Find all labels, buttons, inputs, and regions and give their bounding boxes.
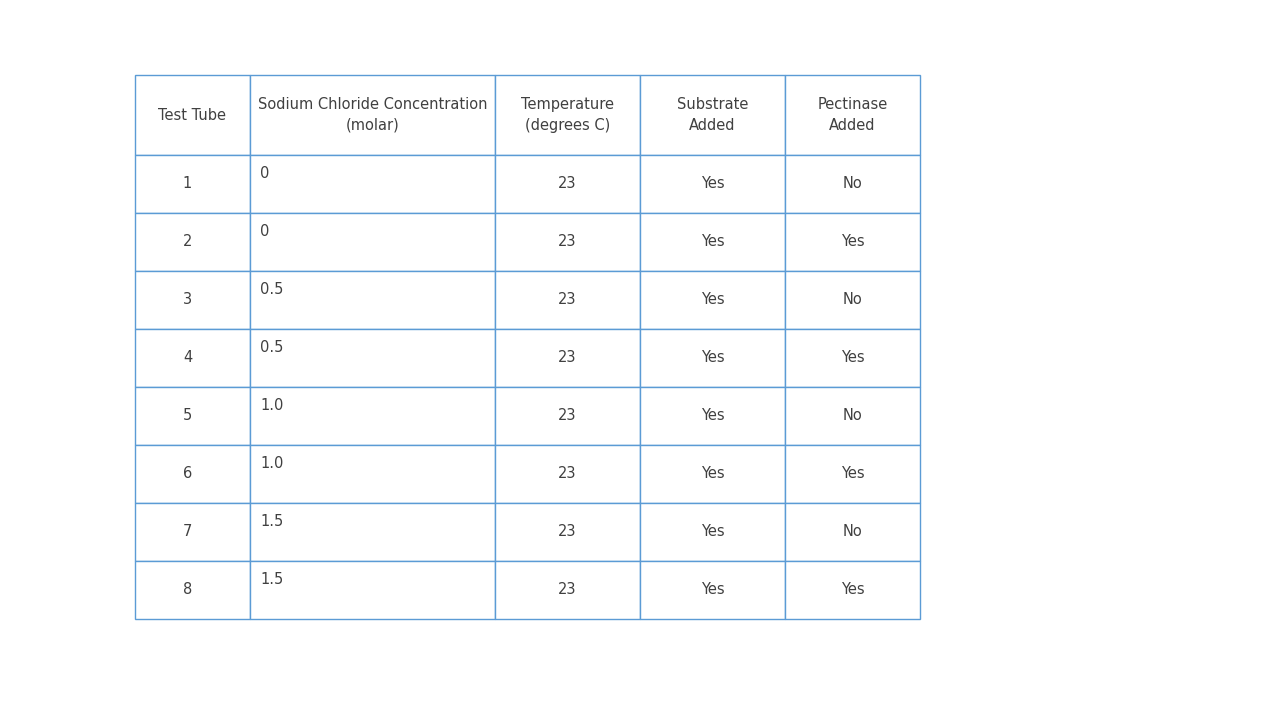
Bar <box>640 75 785 155</box>
Text: Yes: Yes <box>700 351 724 366</box>
Text: Yes: Yes <box>700 292 724 307</box>
Bar <box>495 387 640 445</box>
Text: No: No <box>842 524 863 539</box>
Text: 23: 23 <box>558 467 577 482</box>
Text: Yes: Yes <box>841 235 864 250</box>
Bar <box>640 561 785 619</box>
Bar <box>134 329 250 387</box>
Bar <box>250 561 495 619</box>
Bar <box>250 155 495 213</box>
Bar <box>640 271 785 329</box>
Text: 1.0: 1.0 <box>260 456 283 471</box>
Bar <box>495 329 640 387</box>
Bar <box>134 213 250 271</box>
Text: 0: 0 <box>260 224 269 239</box>
Text: 23: 23 <box>558 292 577 307</box>
Bar <box>640 329 785 387</box>
Text: 8: 8 <box>183 582 192 598</box>
Text: Test Tube: Test Tube <box>159 107 227 122</box>
Text: 1.5: 1.5 <box>260 514 283 529</box>
Bar <box>495 445 640 503</box>
Bar <box>495 155 640 213</box>
Text: 7: 7 <box>183 524 192 539</box>
Bar <box>785 561 920 619</box>
Bar <box>785 387 920 445</box>
Text: Yes: Yes <box>841 467 864 482</box>
Bar <box>640 213 785 271</box>
Bar <box>785 75 920 155</box>
Text: Sodium Chloride Concentration
(molar): Sodium Chloride Concentration (molar) <box>257 97 488 133</box>
Bar <box>134 75 250 155</box>
Bar <box>250 445 495 503</box>
Text: No: No <box>842 292 863 307</box>
Bar <box>250 213 495 271</box>
Bar <box>495 213 640 271</box>
Text: Pectinase
Added: Pectinase Added <box>818 97 887 133</box>
Text: Yes: Yes <box>700 176 724 192</box>
Text: 0: 0 <box>260 166 269 181</box>
Bar <box>640 155 785 213</box>
Bar <box>250 387 495 445</box>
Text: 0.5: 0.5 <box>260 282 283 297</box>
Bar <box>134 561 250 619</box>
Bar <box>785 155 920 213</box>
Bar <box>785 329 920 387</box>
Text: No: No <box>842 408 863 423</box>
Text: No: No <box>842 176 863 192</box>
Bar <box>134 445 250 503</box>
Text: 23: 23 <box>558 524 577 539</box>
Text: 23: 23 <box>558 235 577 250</box>
Text: Yes: Yes <box>700 582 724 598</box>
Text: 6: 6 <box>183 467 192 482</box>
Bar <box>640 503 785 561</box>
Text: Temperature
(degrees C): Temperature (degrees C) <box>521 97 614 133</box>
Bar <box>785 271 920 329</box>
Text: Yes: Yes <box>700 524 724 539</box>
Bar <box>250 329 495 387</box>
Text: 3: 3 <box>183 292 192 307</box>
Text: 1: 1 <box>183 176 192 192</box>
Bar <box>785 503 920 561</box>
Bar <box>250 271 495 329</box>
Bar <box>495 75 640 155</box>
Bar <box>250 503 495 561</box>
Text: 23: 23 <box>558 582 577 598</box>
Text: 1.0: 1.0 <box>260 398 283 413</box>
Text: 23: 23 <box>558 176 577 192</box>
Text: 23: 23 <box>558 351 577 366</box>
Bar <box>785 213 920 271</box>
Text: Yes: Yes <box>700 408 724 423</box>
Bar <box>495 271 640 329</box>
Bar <box>495 503 640 561</box>
Bar <box>250 75 495 155</box>
Text: Yes: Yes <box>841 582 864 598</box>
Bar <box>495 561 640 619</box>
Bar <box>640 387 785 445</box>
Bar <box>134 503 250 561</box>
Bar <box>134 387 250 445</box>
Text: 2: 2 <box>183 235 192 250</box>
Text: 4: 4 <box>183 351 192 366</box>
Bar <box>134 271 250 329</box>
Text: Yes: Yes <box>841 351 864 366</box>
Text: 0.5: 0.5 <box>260 340 283 355</box>
Bar <box>640 445 785 503</box>
Text: Substrate
Added: Substrate Added <box>677 97 749 133</box>
Text: 5: 5 <box>183 408 192 423</box>
Text: Yes: Yes <box>700 467 724 482</box>
Text: 1.5: 1.5 <box>260 572 283 587</box>
Bar <box>785 445 920 503</box>
Text: Yes: Yes <box>700 235 724 250</box>
Bar <box>134 155 250 213</box>
Text: 23: 23 <box>558 408 577 423</box>
